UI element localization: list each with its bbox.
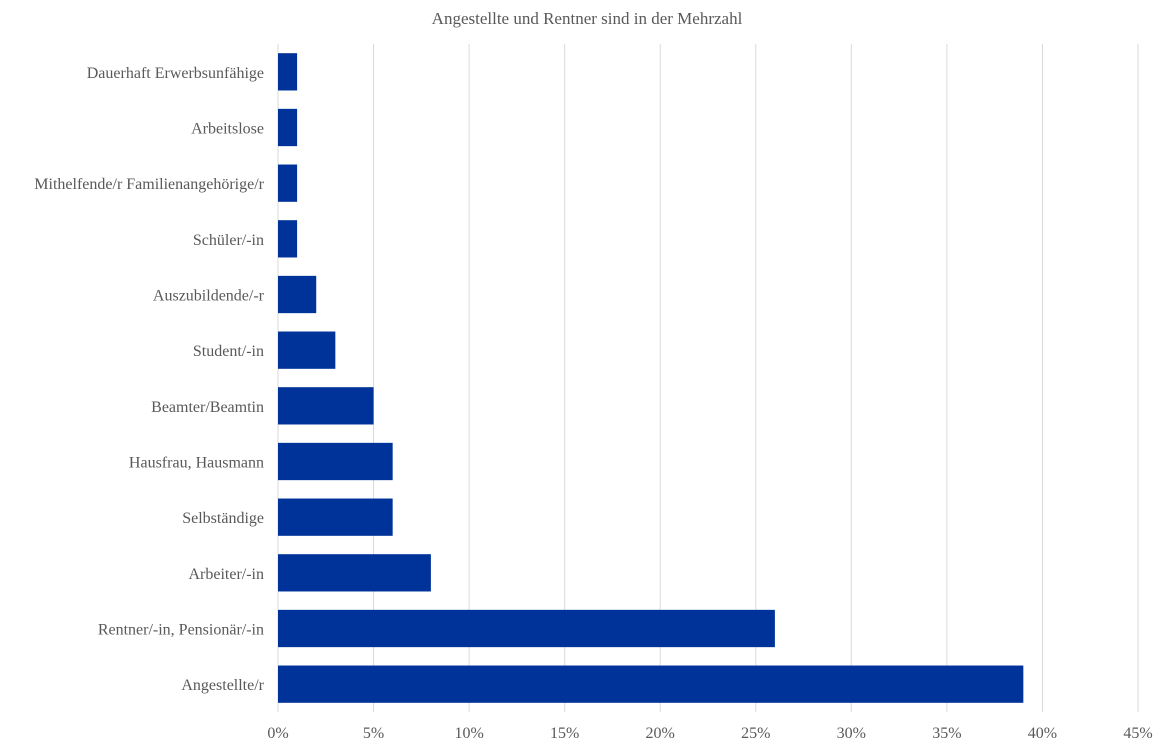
x-tick-label: 35% [932, 725, 961, 742]
x-tick-label: 5% [363, 725, 384, 742]
bars [278, 53, 1024, 703]
bar [278, 220, 298, 258]
bar [278, 275, 317, 314]
bar [278, 554, 431, 592]
category-label: Dauerhaft Erwerbsunfähige [87, 65, 264, 82]
category-label: Student/-in [193, 343, 264, 360]
x-tick-label: 30% [837, 725, 866, 742]
bar [278, 498, 393, 536]
category-label: Auszubildende/-r [153, 288, 265, 305]
x-tick-label: 40% [1028, 725, 1057, 742]
x-tick-label: 20% [646, 725, 675, 742]
x-tick-label: 45% [1123, 725, 1152, 742]
x-axis-ticks: 0% 5% 10% 15% 20% 25% 30% 35% 40% 45% [267, 725, 1152, 742]
bar [278, 331, 336, 369]
category-label: Angestellte/r [181, 677, 264, 694]
x-tick-label: 0% [267, 725, 288, 742]
bar [278, 164, 298, 202]
bar [278, 442, 393, 481]
bar [278, 609, 775, 648]
bar [278, 53, 298, 91]
bar [278, 387, 374, 425]
x-tick-label: 15% [550, 725, 579, 742]
category-label: Selbständige [182, 510, 264, 527]
x-tick-label: 10% [454, 725, 483, 742]
category-labels: Dauerhaft Erwerbsunfähige Arbeitslose Mith… [34, 65, 264, 694]
category-label: Arbeiter/-in [188, 566, 264, 583]
category-label: Beamter/Beamtin [151, 399, 264, 416]
category-label: Schüler/-in [193, 232, 264, 249]
category-label: Mithelfende/r Familienangehörige/r [34, 176, 264, 193]
bar [278, 108, 298, 147]
category-label: Hausfrau, Hausmann [129, 455, 264, 472]
category-label: Rentner/-in, Pensionär/-in [98, 622, 264, 639]
category-label: Arbeitslose [191, 121, 264, 138]
x-tick-label: 25% [741, 725, 770, 742]
bar [278, 665, 1024, 703]
chart-title: Angestellte und Rentner sind in der Mehr… [432, 9, 743, 28]
gridlines [277, 44, 1139, 712]
